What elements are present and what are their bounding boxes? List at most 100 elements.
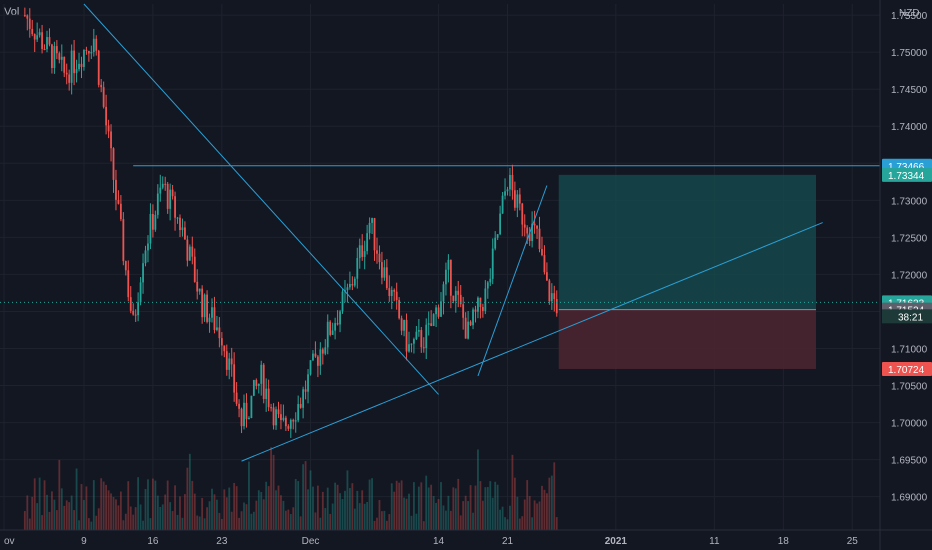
candle-body bbox=[92, 38, 95, 53]
candle-body bbox=[381, 262, 383, 278]
volume-bar bbox=[166, 480, 169, 530]
candle-body bbox=[129, 297, 132, 311]
volume-bar bbox=[63, 505, 66, 530]
volume-bar bbox=[68, 502, 71, 530]
volume-bar bbox=[102, 481, 105, 530]
candle-body bbox=[388, 288, 391, 296]
candle-body bbox=[164, 183, 167, 185]
candle-body bbox=[233, 364, 236, 393]
volume-bar bbox=[48, 511, 51, 530]
volume-bar bbox=[435, 502, 437, 530]
candle-body bbox=[213, 307, 216, 330]
candle-body bbox=[60, 56, 63, 60]
volume-bar bbox=[238, 517, 240, 530]
candle-body bbox=[297, 404, 300, 421]
candle-body bbox=[181, 227, 184, 231]
volume-bar bbox=[371, 478, 373, 530]
candle-body bbox=[472, 309, 474, 326]
volume-bar bbox=[142, 520, 144, 530]
volume-bar bbox=[496, 484, 499, 530]
candle-body bbox=[112, 148, 115, 180]
volume-bar bbox=[546, 493, 548, 530]
candle-body bbox=[147, 243, 149, 251]
volume-bar bbox=[188, 453, 191, 530]
volume-bar bbox=[265, 481, 268, 530]
time-tick-label: 11 bbox=[709, 536, 720, 547]
candle-body bbox=[383, 267, 386, 278]
candle-body bbox=[248, 417, 250, 420]
volume-bar bbox=[523, 499, 526, 530]
volume-bar bbox=[356, 490, 359, 530]
volume-bar bbox=[420, 482, 423, 530]
volume-bar bbox=[361, 490, 364, 530]
candle-body bbox=[85, 49, 88, 51]
volume-bar bbox=[267, 486, 270, 530]
candle-body bbox=[208, 317, 211, 322]
volume-bar bbox=[159, 506, 162, 530]
volume-bar bbox=[289, 514, 292, 530]
volume-bar bbox=[41, 515, 43, 530]
volume-bar bbox=[282, 500, 285, 530]
volume-bar bbox=[122, 520, 125, 530]
volume-bar bbox=[174, 485, 176, 530]
volume-bar bbox=[501, 506, 504, 530]
volume-bar bbox=[528, 496, 531, 530]
candle-body bbox=[403, 319, 405, 331]
candle-body bbox=[341, 291, 344, 312]
volume-bar bbox=[260, 492, 263, 530]
candle-body bbox=[491, 248, 494, 279]
long-position-tool[interactable] bbox=[558, 174, 816, 369]
time-tick-label: 16 bbox=[147, 536, 159, 547]
candle-body bbox=[454, 290, 457, 301]
candle-body bbox=[287, 426, 290, 429]
candle-body bbox=[218, 327, 221, 339]
candle-body bbox=[361, 245, 364, 257]
volume-bar bbox=[161, 504, 164, 530]
candle-body bbox=[171, 189, 174, 197]
volume-bar bbox=[176, 514, 179, 530]
volume-bar bbox=[499, 509, 502, 530]
volume-bar bbox=[110, 493, 112, 530]
candle-body bbox=[161, 183, 164, 188]
volume-bar bbox=[395, 480, 398, 530]
volume-bar bbox=[129, 506, 132, 530]
price-tick-label: 1.73000 bbox=[891, 196, 928, 207]
price-tick-label: 1.75500 bbox=[891, 11, 928, 22]
candle-body bbox=[413, 339, 415, 344]
volume-bar bbox=[449, 510, 452, 530]
time-axis: ov 9 16 23 Dec 14 21 2021 11 18 25 bbox=[0, 529, 932, 547]
candle-body bbox=[511, 174, 514, 191]
candle-body bbox=[442, 284, 445, 302]
volume-bar bbox=[427, 487, 430, 530]
volume-bar bbox=[368, 479, 371, 530]
stop-zone bbox=[558, 309, 816, 369]
candle-body bbox=[363, 251, 366, 257]
volume-bar bbox=[51, 491, 53, 530]
volume-bar bbox=[302, 464, 305, 530]
volume-bar bbox=[526, 480, 529, 530]
candle-body bbox=[408, 344, 410, 352]
volume-bar bbox=[553, 462, 556, 530]
volume-bar bbox=[280, 495, 282, 530]
volume-bar bbox=[112, 497, 115, 530]
volume-bar bbox=[137, 477, 140, 530]
candle-body bbox=[368, 222, 371, 234]
volume-bar bbox=[38, 477, 41, 530]
volume-bar bbox=[124, 513, 127, 530]
price-tick-label: 1.70000 bbox=[891, 419, 928, 430]
candle-body bbox=[137, 302, 140, 316]
time-tick-label: 21 bbox=[502, 536, 514, 547]
price-tick-label: 1.74500 bbox=[891, 85, 928, 96]
price-tick-label: 1.69500 bbox=[891, 456, 928, 467]
volume-bar bbox=[127, 481, 130, 530]
candle-body bbox=[366, 233, 369, 252]
volume-bar bbox=[31, 496, 34, 530]
candle-body bbox=[220, 338, 223, 346]
volume-bar bbox=[184, 494, 186, 530]
volume-bar bbox=[326, 487, 329, 530]
candle-body bbox=[489, 278, 492, 283]
candle-body bbox=[119, 203, 122, 220]
candle-body bbox=[243, 402, 245, 427]
volume-bar bbox=[248, 461, 250, 530]
